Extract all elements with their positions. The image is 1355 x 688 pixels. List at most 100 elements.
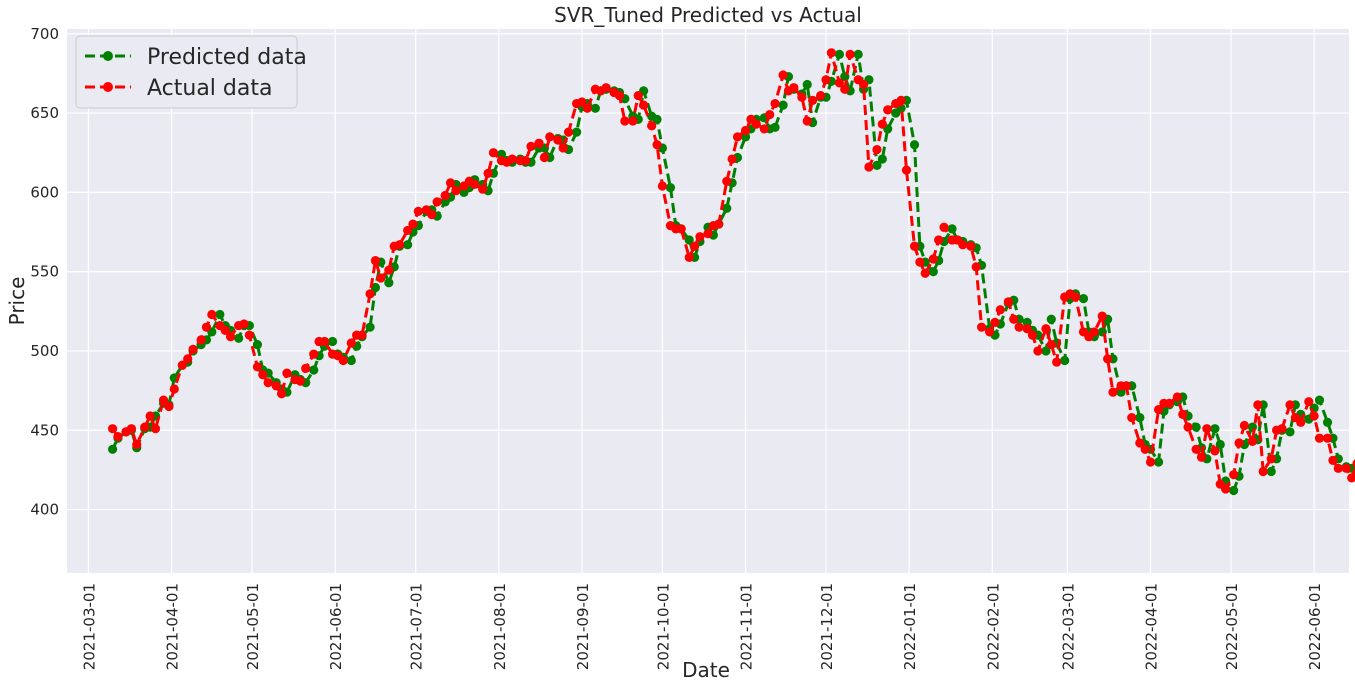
data-point: [802, 116, 812, 126]
data-point: [483, 168, 493, 178]
data-point: [207, 309, 217, 320]
data-point: [703, 228, 713, 239]
data-point: [928, 267, 938, 277]
data-point: [1178, 409, 1188, 419]
data-point: [295, 376, 305, 386]
data-point: [226, 332, 236, 342]
data-point: [1352, 459, 1355, 468]
data-point: [759, 124, 769, 134]
data-point: [684, 235, 694, 245]
data-point: [244, 330, 254, 340]
legend: Predicted data Actual data: [75, 35, 307, 109]
x-tick-label: 2022-05-01: [1223, 583, 1241, 670]
data-point: [384, 265, 394, 275]
data-point: [740, 125, 751, 136]
data-point: [808, 95, 818, 105]
data-point: [834, 78, 845, 88]
data-point: [252, 340, 263, 350]
data-point: [346, 355, 356, 366]
data-point: [845, 49, 855, 59]
data-point: [834, 49, 845, 59]
data-point: [403, 225, 413, 236]
y-tick-label: 550: [30, 263, 59, 281]
data-point: [164, 401, 174, 412]
data-point: [126, 424, 136, 434]
grid: [67, 29, 1349, 573]
data-point: [789, 83, 799, 93]
data-point: [1103, 354, 1113, 364]
data-point: [1022, 317, 1032, 328]
data-point: [309, 349, 319, 359]
chart-title: SVR_Tuned Predicted vs Actual: [554, 3, 862, 27]
data-point: [1266, 454, 1276, 464]
data-point: [853, 49, 863, 59]
data-point: [370, 282, 381, 293]
data-point: [639, 100, 649, 110]
data-point: [188, 344, 198, 354]
data-point: [539, 152, 550, 163]
data-point: [1046, 314, 1056, 324]
data-point: [727, 154, 737, 164]
data-point: [1089, 327, 1099, 337]
data-point: [440, 190, 450, 201]
data-point: [915, 257, 925, 267]
data-point: [620, 116, 630, 126]
data-point: [1328, 455, 1338, 465]
data-point: [802, 79, 812, 90]
data-point: [526, 141, 536, 151]
data-point: [821, 75, 831, 85]
series-actual: [107, 48, 1355, 494]
data-point: [676, 224, 686, 234]
data-point: [1239, 420, 1249, 431]
data-point: [370, 255, 381, 266]
data-point: [877, 154, 887, 164]
data-point: [864, 162, 874, 172]
x-tick-label: 2022-03-01: [1059, 583, 1077, 670]
data-point: [990, 317, 1000, 328]
data-point: [1070, 292, 1081, 302]
x-tick-label: 2022-04-01: [1143, 583, 1161, 670]
data-point: [239, 319, 249, 329]
data-point: [1266, 466, 1276, 477]
data-point: [958, 240, 968, 250]
data-point: [1153, 457, 1164, 467]
data-point: [338, 355, 348, 366]
data-point: [1033, 346, 1043, 356]
data-point: [947, 224, 957, 234]
data-point: [770, 122, 780, 132]
data-point: [132, 439, 142, 450]
data-point: [840, 84, 850, 94]
data-point: [1309, 411, 1319, 421]
y-tick-label: 700: [30, 25, 59, 43]
data-point: [901, 165, 912, 175]
x-tick-label: 2021-06-01: [327, 583, 345, 670]
y-tick-label: 650: [30, 104, 59, 122]
data-point: [732, 132, 743, 142]
data-point: [722, 203, 732, 213]
data-point: [413, 206, 423, 216]
data-point: [263, 378, 273, 388]
data-point: [1277, 424, 1287, 434]
y-tick-label: 400: [30, 501, 59, 519]
data-point: [1347, 473, 1355, 483]
data-point: [985, 327, 995, 337]
data-point: [797, 92, 807, 102]
data-point: [695, 232, 705, 242]
data-point: [215, 309, 225, 320]
data-point: [488, 148, 499, 158]
data-point: [601, 83, 611, 93]
data-point: [934, 235, 944, 245]
series-layer: [107, 48, 1355, 496]
data-point: [234, 333, 244, 343]
data-point: [107, 424, 118, 434]
x-tick-label: 2022-02-01: [984, 583, 1002, 670]
data-point: [1210, 424, 1220, 434]
data-point: [196, 335, 206, 345]
data-point: [770, 98, 780, 109]
data-point: [1253, 400, 1263, 410]
data-point: [1164, 398, 1174, 408]
data-point: [427, 209, 437, 220]
data-point: [1258, 466, 1268, 477]
y-axis-ticks: 400 450 500 550 600 650 700: [30, 25, 59, 519]
